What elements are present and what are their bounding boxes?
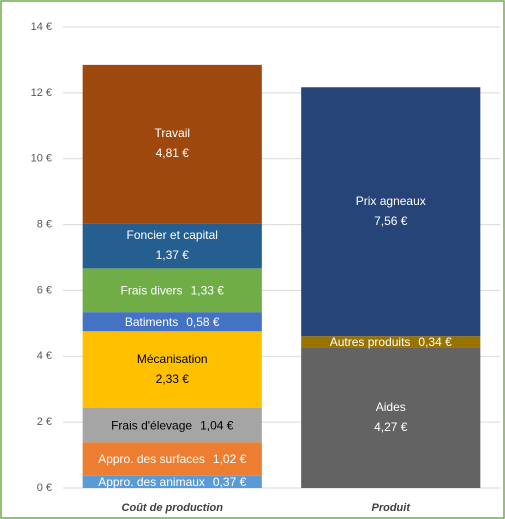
y-tick-label: 6 € <box>37 284 52 296</box>
y-tick-label: 12 € <box>31 87 52 99</box>
data-label: 7,56 € <box>374 214 408 228</box>
data-label: 2,33 € <box>156 372 190 386</box>
data-label: 1,02 € <box>213 452 247 466</box>
y-tick-label: 2 € <box>37 416 52 428</box>
segment-name: Appro. des animaux <box>98 475 205 489</box>
segment-name: Travail <box>154 126 190 140</box>
y-tick-label: 4 € <box>37 350 52 362</box>
segment-name: Foncier et capital <box>127 228 218 242</box>
data-label: 4,81 € <box>156 146 190 160</box>
segment-name: Autres produits <box>330 335 411 349</box>
data-label: 0,34 € <box>418 335 452 349</box>
bar-segment <box>301 347 481 488</box>
segment-name: Mécanisation <box>137 352 208 366</box>
y-tick-label: 14 € <box>31 21 52 33</box>
segment-name: Prix agneaux <box>356 194 426 208</box>
segment-name: Batiments <box>125 315 178 329</box>
bar-segment <box>301 336 481 348</box>
x-tick-label: Coût de production <box>122 502 224 514</box>
data-label: 1,04 € <box>200 418 234 432</box>
x-tick-label: Produit <box>372 502 412 514</box>
bar-segment <box>82 331 262 408</box>
data-label: 1,37 € <box>156 248 190 262</box>
y-tick-label: 10 € <box>31 153 52 165</box>
segment-name: Frais d'élevage <box>111 418 192 432</box>
data-label: 1,33 € <box>191 283 225 297</box>
segment-name: Frais divers <box>121 283 183 297</box>
segment-name: Aides <box>376 400 406 414</box>
bar-segment <box>82 407 262 443</box>
y-tick-label: 0 € <box>37 482 52 494</box>
bar-segment <box>82 475 262 488</box>
y-tick-label: 8 € <box>37 218 52 230</box>
bar-segment <box>82 223 262 269</box>
bar-segment <box>301 87 481 337</box>
bar-segment <box>82 442 262 476</box>
data-label: 0,58 € <box>186 315 220 329</box>
bar-segment <box>82 268 262 313</box>
bar-segment <box>82 312 262 332</box>
data-label: 0,37 € <box>213 475 247 489</box>
segment-name: Appro. des surfaces <box>98 452 205 466</box>
bar-segment <box>82 64 262 224</box>
data-label: 4,27 € <box>374 420 408 434</box>
